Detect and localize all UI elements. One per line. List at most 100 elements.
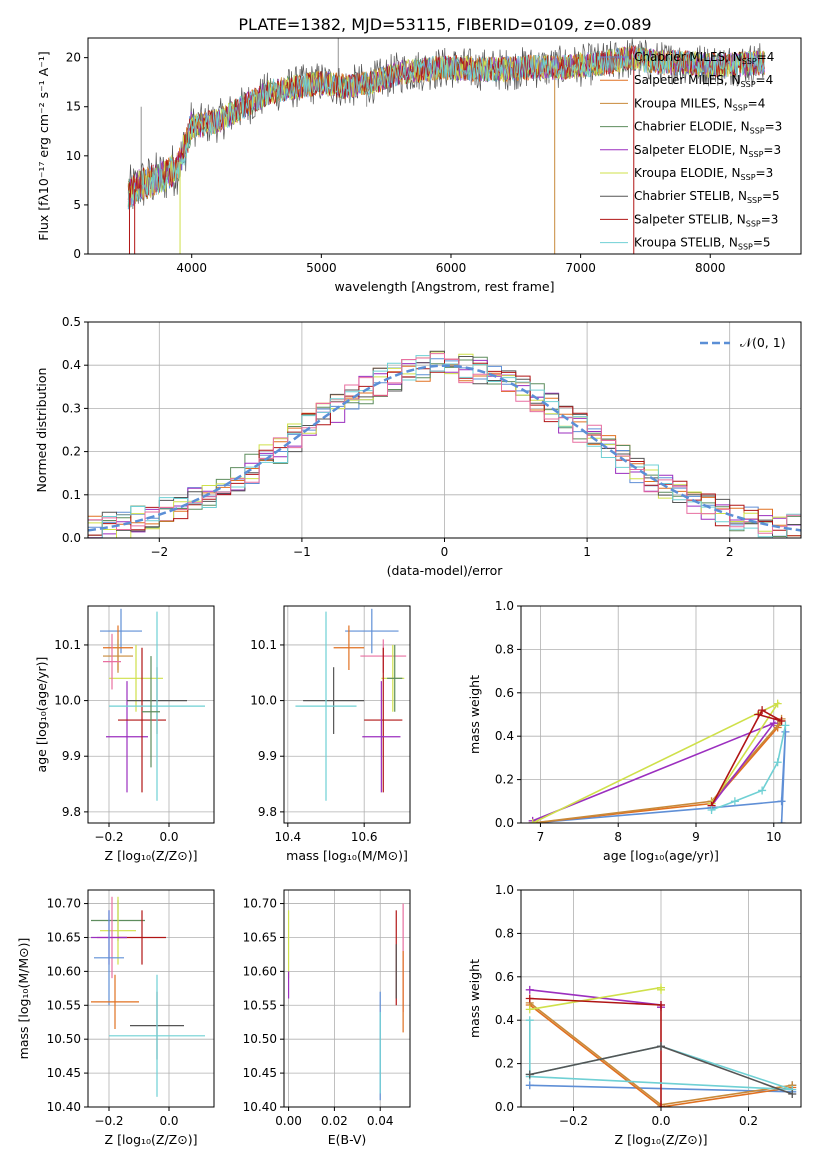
plot-area <box>88 350 801 538</box>
data-point <box>109 644 163 712</box>
series-marker <box>528 819 537 823</box>
y-tick-label: 1.0 <box>495 599 514 613</box>
x-tick-label: 7000 <box>565 261 596 275</box>
y-tick-label: 0.5 <box>62 315 81 329</box>
panel-spectrum: 4000 5000 6000 7000 8000 0 5 10 15 20 wavelength [… <box>36 37 802 294</box>
x-tick-label: 0.04 <box>367 1114 394 1128</box>
legend-entry: Salpeter MILES, NSSP=4 <box>634 73 773 89</box>
series-marker <box>657 1103 665 1107</box>
y-tick-label: 10.65 <box>47 930 81 944</box>
y-tick-label: 9.8 <box>258 805 277 819</box>
y-tick-label: 10.40 <box>47 1100 81 1114</box>
legend-entry: Salpeter ELODIE, NSSP=3 <box>634 143 781 159</box>
y-tick-label: 0.4 <box>495 729 514 743</box>
plot-area <box>91 896 205 1097</box>
y-tick-label: 0.0 <box>62 531 81 545</box>
y-tick-label: 0.0 <box>495 1100 514 1114</box>
data-point <box>100 608 142 654</box>
y-tick-label: 10.70 <box>47 897 81 911</box>
x-tick-label: −1 <box>293 545 311 559</box>
axes-frame <box>87 889 215 1108</box>
y-axis-label: Normed distribution <box>34 368 49 493</box>
series-marker <box>525 1005 534 1014</box>
data-point <box>106 681 148 793</box>
axes-frame <box>520 605 802 824</box>
plot-area <box>525 983 797 1107</box>
legend-entry: Kroupa ELODIE, NSSP=3 <box>634 166 773 182</box>
panel-mass-weight-vs-age: 7 8 9 10 0.0 0.2 0.4 0.6 0.8 1.0 age [log₁₀(age/yr… <box>467 599 802 863</box>
x-tick-label: 5000 <box>306 261 337 275</box>
x-axis-label: mass [log₁₀(M/M⊙)] <box>286 848 408 863</box>
x-axis-label: Z [log₁₀(Z/Z⊙)] <box>105 848 198 863</box>
series-marker <box>525 1070 534 1079</box>
y-tick-label: 0.0 <box>495 816 514 830</box>
x-tick-label: 0.2 <box>739 1114 758 1128</box>
histogram-step <box>88 355 801 538</box>
y-tick-label: 10.60 <box>47 964 81 978</box>
x-tick-label: 2 <box>726 545 734 559</box>
series-line <box>529 986 662 1011</box>
data-point <box>109 611 205 801</box>
x-axis-label: Z [log₁₀(Z/Z⊙)] <box>615 1132 708 1147</box>
data-point <box>387 644 403 712</box>
x-tick-label: −2 <box>150 545 168 559</box>
x-tick-label: 0 <box>441 545 449 559</box>
y-tick-label: 10.1 <box>54 638 81 652</box>
data-point <box>303 667 365 734</box>
series-marker <box>758 786 767 795</box>
x-tick-label: −0.2 <box>94 1114 123 1128</box>
series-marker <box>657 1001 665 1010</box>
normal-curve <box>88 364 801 532</box>
panel-mass-weight-vs-z: −0.2 0.0 0.2 0.0 0.2 0.4 0.6 0.8 1.0 Z [log₁₀(Z/Z… <box>467 883 802 1147</box>
series-line <box>532 720 783 823</box>
y-tick-label: 0.2 <box>495 773 514 787</box>
series-marker <box>730 797 739 806</box>
x-tick-label: 10 <box>766 830 781 844</box>
plot-area <box>287 903 404 1101</box>
x-tick-label: 1 <box>583 545 591 559</box>
x-tick-label: 7 <box>537 830 545 844</box>
series-marker <box>754 710 763 719</box>
y-tick-label: 10.65 <box>243 930 277 944</box>
data-point <box>103 639 133 673</box>
series-marker <box>777 717 786 726</box>
series-marker <box>707 805 716 814</box>
series-marker <box>781 721 790 730</box>
figure-title: PLATE=1382, MJD=53115, FIBERID=0109, z=0… <box>238 15 651 34</box>
x-tick-label: 0.02 <box>321 1114 348 1128</box>
plot-area <box>295 608 407 801</box>
data-point <box>100 896 136 965</box>
panel-age-vs-z: −0.2 0.0 9.8 9.9 10.0 10.1 Z [log₁₀(Z/Z⊙)] age … <box>34 605 215 863</box>
x-axis-label: (data-model)/error <box>387 563 504 578</box>
plot-area <box>100 608 205 801</box>
y-tick-label: 10.1 <box>250 638 277 652</box>
histogram-step <box>88 353 801 534</box>
y-tick-label: 9.8 <box>62 805 81 819</box>
panel-mass-vs-ebv: 0.00 0.02 0.04 10.40 10.45 10.50 10.55 10.60 10.… <box>243 889 411 1147</box>
data-point <box>295 611 357 801</box>
y-tick-label: 20 <box>66 51 81 65</box>
panel-residuals: −2 −1 0 1 2 0.0 0.1 0.2 0.3 0.4 0.5 (data-model)/er… <box>34 315 802 578</box>
plot-area <box>528 699 790 823</box>
data-point <box>364 647 403 793</box>
series-marker <box>657 985 665 994</box>
x-tick-label: 8000 <box>695 261 726 275</box>
series-marker <box>788 1089 797 1098</box>
legend-entry: Kroupa STELIB, NSSP=5 <box>634 236 771 252</box>
axes-frame <box>87 321 802 539</box>
y-tick-label: 10.45 <box>243 1066 277 1080</box>
axes-frame <box>520 889 802 1108</box>
axes-frame <box>283 889 411 1108</box>
y-tick-label: 0.4 <box>495 1013 514 1027</box>
y-tick-label: 0.4 <box>62 358 81 372</box>
y-tick-label: 5 <box>73 198 81 212</box>
series-marker <box>525 985 534 994</box>
y-tick-label: 10.40 <box>243 1100 277 1114</box>
data-point <box>142 656 160 768</box>
y-axis-label: mass [log₁₀(M/M⊙)] <box>16 938 31 1060</box>
x-axis-label: Z [log₁₀(Z/Z⊙)] <box>105 1132 198 1147</box>
y-axis-label: mass weight <box>467 959 482 1038</box>
data-point <box>333 625 365 670</box>
legend-entry: Salpeter STELIB, NSSP=3 <box>634 212 778 228</box>
series-marker <box>773 758 782 767</box>
